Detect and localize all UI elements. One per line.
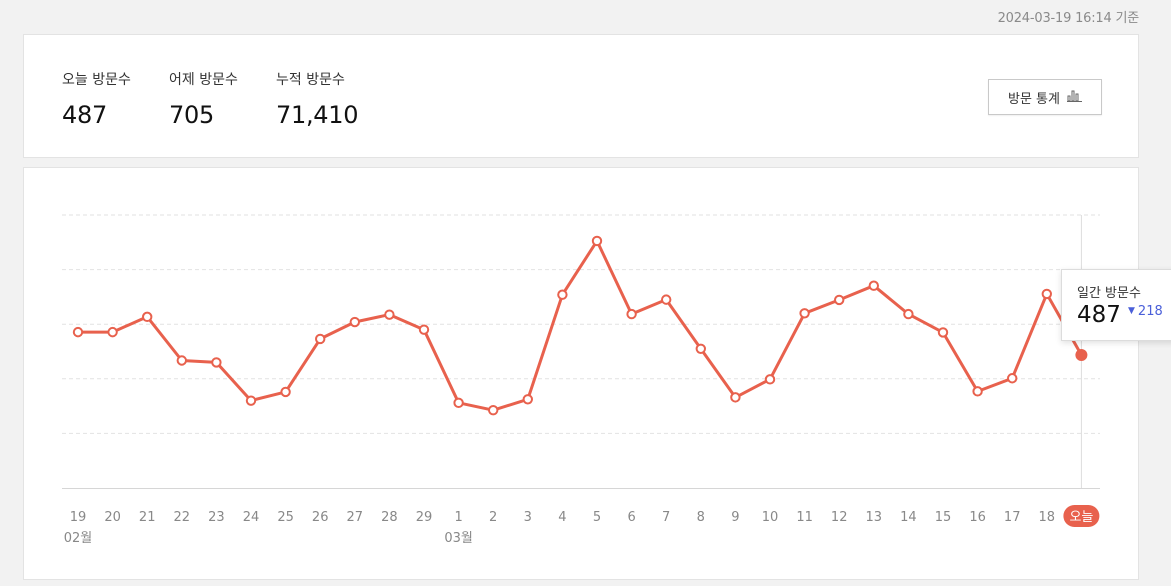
total-visits-value: 71,410 — [276, 101, 359, 129]
x-tick-label: 16 — [969, 510, 986, 525]
x-tick-label: 오늘 — [1069, 510, 1093, 525]
total-visits-stat: 누적 방문수 71,410 — [276, 69, 358, 129]
x-tick-label: 1 — [454, 510, 462, 525]
data-point — [1007, 373, 1018, 384]
data-point — [418, 324, 430, 335]
daily-visits-chart-card — [23, 167, 1139, 580]
x-tick-label: 23 — [208, 510, 225, 525]
yesterday-visits-label: 어제 방문수 — [169, 72, 238, 88]
x-tick-label: 22 — [174, 510, 191, 525]
x-tick-label: 7 — [662, 510, 670, 525]
x-tick-label: 17 — [1004, 510, 1021, 525]
visitor-summary-card: 오늘 방문수 487 어제 방문수 705 누적 방문수 71,410 방문 통… — [23, 34, 1139, 158]
x-tick-label: 20 — [104, 510, 121, 525]
daily-visits-tooltip: 일간 방문수 487 ▼ 218 — [1061, 269, 1171, 341]
data-point — [937, 327, 949, 338]
data-point — [764, 374, 776, 385]
data-point — [488, 404, 499, 416]
tooltip-delta: ▼ 218 — [1128, 304, 1163, 319]
data-point — [834, 294, 845, 306]
data-point — [142, 311, 153, 323]
data-point — [315, 333, 326, 345]
x-tick-label: 12 — [831, 510, 848, 525]
data-point — [730, 392, 741, 403]
today-visits-stat: 오늘 방문수 487 — [62, 69, 131, 129]
x-tick-label: 4 — [558, 510, 566, 525]
visit-stats-button-label: 방문 통계 — [1008, 91, 1060, 107]
x-tick-label: 11 — [796, 510, 813, 525]
x-tick-label: 2 — [489, 510, 497, 525]
data-point — [349, 316, 360, 328]
x-tick-label: 29 — [416, 510, 433, 525]
data-point — [661, 294, 672, 305]
down-triangle-icon: ▼ — [1128, 306, 1135, 316]
timestamp: 2024-03-19 16:14 기준 — [997, 11, 1140, 26]
x-tick-label: 21 — [139, 510, 156, 525]
data-point — [626, 308, 637, 320]
tooltip-label: 일간 방문수 — [1077, 286, 1141, 301]
yesterday-visits-value: 705 — [169, 101, 214, 129]
month-label: 02월 — [64, 531, 93, 546]
visit-stats-button[interactable]: 방문 통계 — [988, 79, 1102, 115]
data-point — [972, 386, 983, 397]
data-point — [453, 397, 464, 409]
x-tick-label: 15 — [935, 510, 952, 525]
x-tick-label: 26 — [312, 510, 329, 525]
x-tick-label: 28 — [381, 510, 398, 525]
data-point — [211, 357, 222, 368]
data-point — [868, 280, 879, 291]
data-point — [245, 395, 257, 406]
data-point — [72, 326, 84, 338]
x-tick-label: 8 — [697, 510, 705, 525]
data-point — [1075, 349, 1088, 362]
data-point — [695, 343, 706, 354]
x-tick-label: 13 — [866, 510, 883, 525]
x-tick-label: 10 — [762, 510, 779, 525]
x-tick-label: 19 — [70, 510, 87, 525]
today-visits-value: 487 — [62, 101, 107, 129]
bar-chart-icon — [1066, 89, 1082, 106]
today-visits-label: 오늘 방문수 — [62, 72, 131, 88]
x-tick-label: 5 — [593, 510, 601, 525]
x-tick-label: 14 — [900, 510, 917, 525]
data-point — [1041, 288, 1053, 300]
x-tick-label: 9 — [731, 510, 739, 525]
x-tick-label: 25 — [277, 510, 294, 525]
data-point — [591, 235, 603, 247]
data-point — [384, 309, 395, 320]
data-point — [107, 326, 118, 338]
data-point — [522, 394, 533, 405]
x-tick-label: 18 — [1039, 510, 1056, 525]
data-point — [903, 308, 914, 320]
x-tick-label: 24 — [243, 510, 260, 525]
data-point — [557, 289, 568, 300]
data-point — [280, 386, 291, 398]
tooltip-value: 487 — [1077, 302, 1121, 328]
today-badge — [1063, 505, 1100, 527]
yesterday-visits-stat: 어제 방문수 705 — [169, 69, 238, 129]
data-point — [176, 355, 188, 366]
month-label: 03월 — [444, 531, 473, 546]
tooltip-delta-value: 218 — [1137, 304, 1163, 319]
total-visits-label: 누적 방문수 — [276, 72, 345, 88]
data-point — [799, 308, 810, 319]
series-line — [78, 239, 1083, 412]
x-tick-label: 6 — [627, 510, 635, 525]
x-tick-label: 27 — [347, 510, 364, 525]
x-tick-label: 3 — [524, 510, 532, 525]
